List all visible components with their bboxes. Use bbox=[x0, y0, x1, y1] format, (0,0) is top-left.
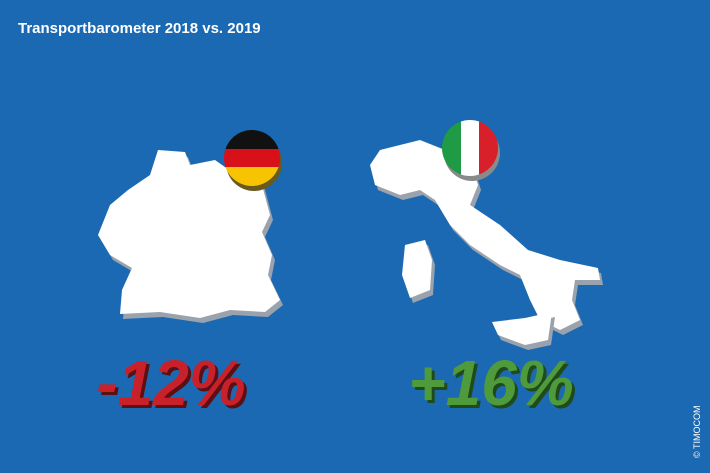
italy-change: +16% bbox=[408, 347, 573, 419]
italy-map bbox=[370, 140, 603, 350]
value-shadow: +16% bbox=[411, 350, 576, 422]
germany-change: -12% bbox=[96, 347, 245, 419]
title: Transportbarometer 2018 vs. 2019 bbox=[18, 20, 261, 37]
germany-map bbox=[98, 150, 283, 323]
credit: © TIMOCOM bbox=[692, 406, 702, 458]
value-shadow: -12% bbox=[99, 350, 248, 422]
germany-flag bbox=[224, 130, 282, 191]
italy-flag bbox=[442, 120, 500, 181]
